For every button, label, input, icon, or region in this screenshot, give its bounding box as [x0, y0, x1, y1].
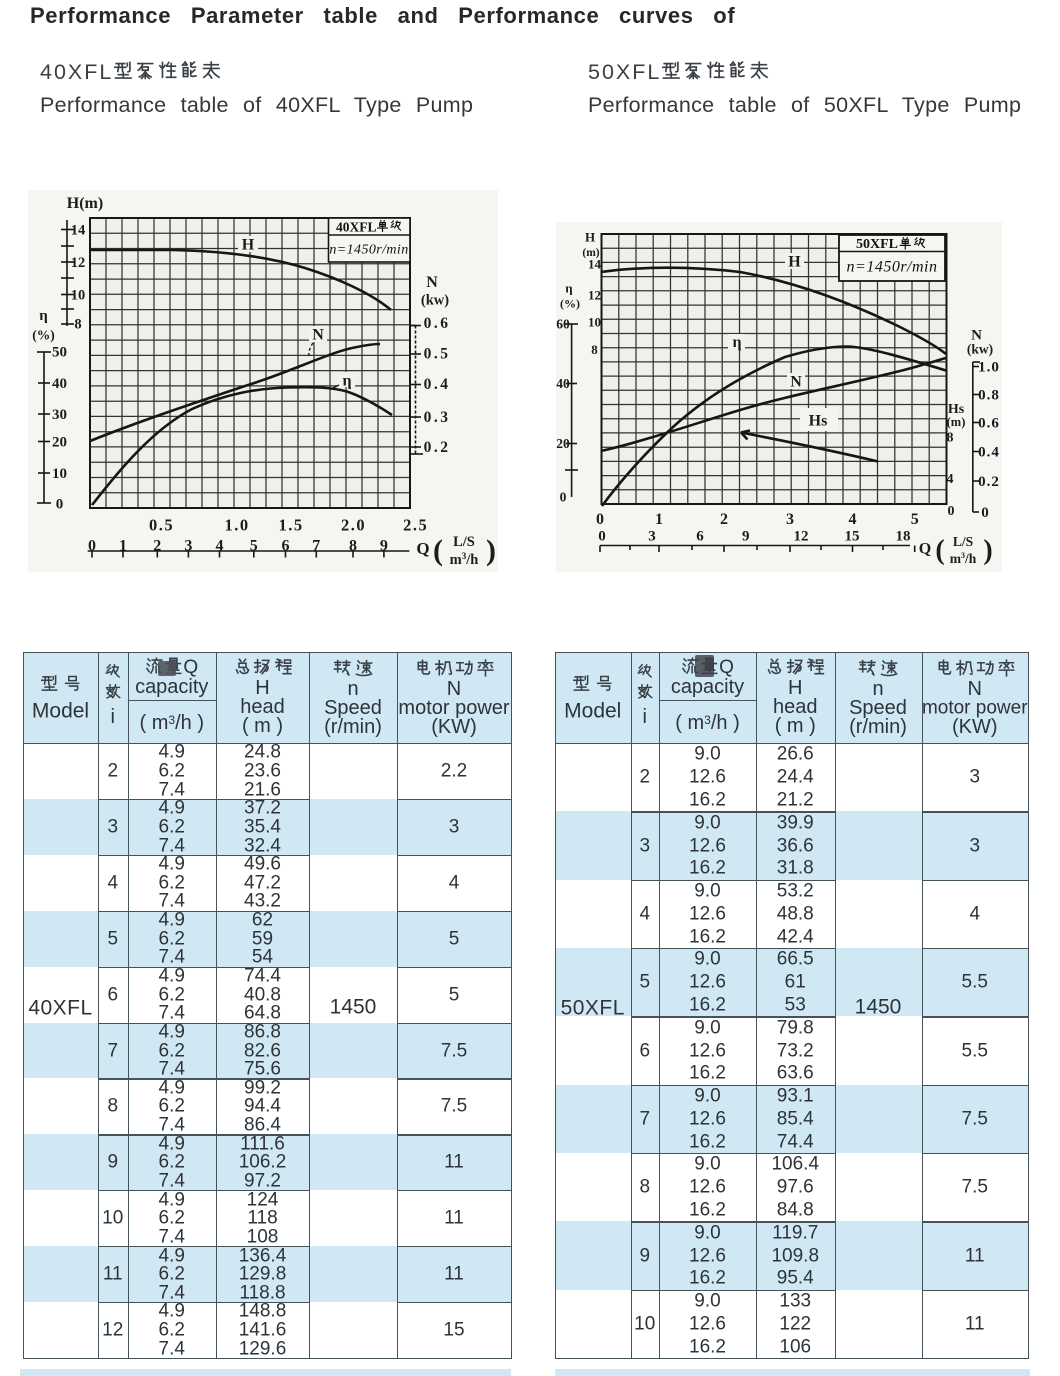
svg-text:0.2: 0.2: [978, 474, 1000, 490]
svg-text:7: 7: [312, 538, 320, 555]
svg-text:20: 20: [556, 436, 570, 451]
svg-text:60: 60: [556, 317, 570, 332]
svg-text:n=1450r/min: n=1450r/min: [329, 243, 408, 258]
svg-text:50XFL: 50XFL: [856, 237, 898, 252]
svg-text:30: 30: [52, 407, 67, 423]
svg-text:12: 12: [588, 288, 601, 303]
svg-text:0.3: 0.3: [424, 409, 451, 426]
svg-text:50: 50: [52, 345, 67, 361]
svg-text:(: (: [433, 534, 443, 567]
svg-text:Hs: Hs: [809, 413, 828, 430]
svg-text:(%): (%): [32, 328, 55, 343]
svg-text:N: N: [790, 374, 802, 391]
svg-text:1.0: 1.0: [978, 360, 1000, 376]
svg-text:14: 14: [588, 257, 602, 272]
svg-text:L/S: L/S: [953, 534, 973, 549]
svg-text:0: 0: [560, 490, 567, 505]
svg-text:5: 5: [911, 511, 919, 528]
svg-text:12: 12: [71, 255, 86, 271]
svg-text:18: 18: [896, 529, 911, 545]
svg-text:14: 14: [71, 223, 86, 239]
svg-text:2.0: 2.0: [341, 516, 366, 535]
svg-text:Hs: Hs: [948, 402, 965, 417]
svg-text:H: H: [585, 230, 595, 245]
svg-text:2: 2: [720, 511, 728, 528]
svg-text:0: 0: [598, 529, 606, 545]
svg-text:4: 4: [947, 472, 954, 487]
svg-text:9: 9: [742, 529, 750, 545]
svg-text:10: 10: [588, 315, 601, 330]
svg-text:20: 20: [52, 435, 67, 451]
svg-text:): ): [983, 535, 992, 566]
svg-text:0.5: 0.5: [149, 516, 174, 535]
svg-text:Q: Q: [919, 541, 931, 558]
svg-text:0: 0: [88, 538, 96, 555]
svg-text:N: N: [312, 327, 324, 344]
svg-text:40XFL: 40XFL: [336, 220, 377, 235]
svg-text:m3/h: m3/h: [450, 551, 479, 568]
svg-text:15: 15: [845, 529, 860, 545]
svg-text:6: 6: [696, 529, 704, 545]
svg-text:0: 0: [981, 505, 989, 521]
svg-text:0.5: 0.5: [424, 346, 451, 363]
svg-text:H: H: [242, 237, 255, 254]
svg-text:0: 0: [948, 504, 955, 519]
svg-text:40: 40: [52, 376, 67, 392]
svg-text:η: η: [342, 373, 351, 390]
svg-text:Q: Q: [416, 539, 429, 558]
svg-text:1: 1: [119, 538, 127, 555]
svg-text:0.4: 0.4: [424, 376, 451, 393]
svg-text:H(m): H(m): [67, 195, 103, 212]
svg-text:N: N: [971, 328, 982, 344]
svg-text:m3/h: m3/h: [950, 551, 977, 566]
svg-text:8: 8: [349, 538, 357, 555]
svg-text:1.0: 1.0: [224, 516, 249, 535]
svg-text:(kw): (kw): [421, 293, 449, 309]
svg-text:0.8: 0.8: [978, 388, 1000, 404]
svg-text:0: 0: [596, 511, 604, 528]
svg-text:10: 10: [52, 466, 67, 482]
svg-text:0.6: 0.6: [424, 315, 451, 332]
svg-text:8: 8: [947, 431, 954, 446]
svg-text:0: 0: [56, 497, 64, 513]
svg-text:η: η: [565, 281, 572, 296]
svg-text:(kw): (kw): [967, 342, 993, 357]
svg-text:L/S: L/S: [453, 534, 475, 550]
svg-text:0.4: 0.4: [978, 445, 1000, 461]
svg-text:4: 4: [849, 511, 857, 528]
svg-text:10: 10: [71, 288, 86, 304]
svg-text:1: 1: [655, 511, 663, 528]
svg-text:(m): (m): [947, 415, 966, 429]
svg-text:N: N: [426, 274, 438, 291]
svg-text:0.2: 0.2: [424, 439, 451, 456]
svg-text:(%): (%): [560, 297, 580, 311]
svg-text:8: 8: [74, 317, 81, 333]
svg-text:(m): (m): [582, 247, 599, 259]
svg-text:12: 12: [794, 529, 809, 545]
svg-text:5: 5: [250, 538, 258, 555]
svg-text:0.6: 0.6: [978, 416, 1000, 432]
svg-text:): ): [486, 534, 496, 567]
svg-text:1.5: 1.5: [278, 516, 303, 535]
svg-text:(: (: [935, 535, 944, 566]
svg-text:9: 9: [380, 538, 388, 555]
svg-text:n=1450r/min: n=1450r/min: [847, 259, 938, 276]
svg-text:3: 3: [184, 538, 192, 555]
svg-text:η: η: [39, 308, 48, 324]
svg-text:40: 40: [556, 376, 570, 391]
svg-text:3: 3: [648, 529, 656, 545]
svg-text:4: 4: [216, 538, 224, 555]
svg-text:6: 6: [282, 538, 290, 555]
svg-text:3: 3: [786, 511, 794, 528]
svg-text:H: H: [788, 254, 801, 271]
svg-text:2.5: 2.5: [403, 516, 428, 535]
svg-text:2: 2: [153, 538, 161, 555]
svg-text:8: 8: [591, 342, 598, 357]
svg-text:η: η: [732, 334, 741, 351]
